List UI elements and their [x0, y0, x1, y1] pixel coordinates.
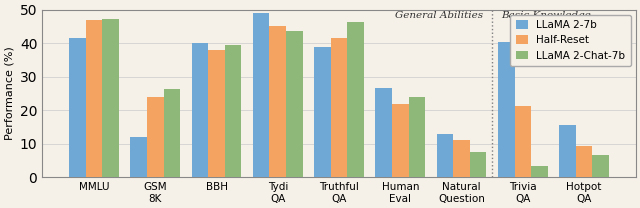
Bar: [86, 20, 102, 177]
Bar: [69, 38, 86, 177]
Bar: [515, 106, 531, 177]
Bar: [286, 31, 303, 177]
Legend: LLaMA 2-7b, Half-Reset, LLaMA 2-Chat-7b: LLaMA 2-7b, Half-Reset, LLaMA 2-Chat-7b: [510, 15, 630, 66]
Bar: [102, 19, 119, 177]
Bar: [147, 97, 164, 177]
Bar: [192, 43, 208, 177]
Bar: [392, 104, 408, 177]
Bar: [531, 166, 548, 177]
Bar: [314, 47, 331, 177]
Y-axis label: Performance (%): Performance (%): [4, 47, 14, 140]
Bar: [225, 45, 241, 177]
Text: General Abilities: General Abilities: [395, 11, 483, 20]
Bar: [253, 13, 269, 177]
Text: Basic Knowledge: Basic Knowledge: [501, 11, 591, 20]
Bar: [470, 152, 486, 177]
Bar: [208, 50, 225, 177]
Bar: [559, 125, 576, 177]
Bar: [269, 26, 286, 177]
Bar: [436, 134, 453, 177]
Bar: [408, 97, 425, 177]
Bar: [498, 42, 515, 177]
Bar: [164, 89, 180, 177]
Bar: [131, 137, 147, 177]
Bar: [376, 88, 392, 177]
Bar: [331, 38, 348, 177]
Bar: [453, 140, 470, 177]
Bar: [576, 146, 592, 177]
Bar: [348, 22, 364, 177]
Bar: [592, 155, 609, 177]
